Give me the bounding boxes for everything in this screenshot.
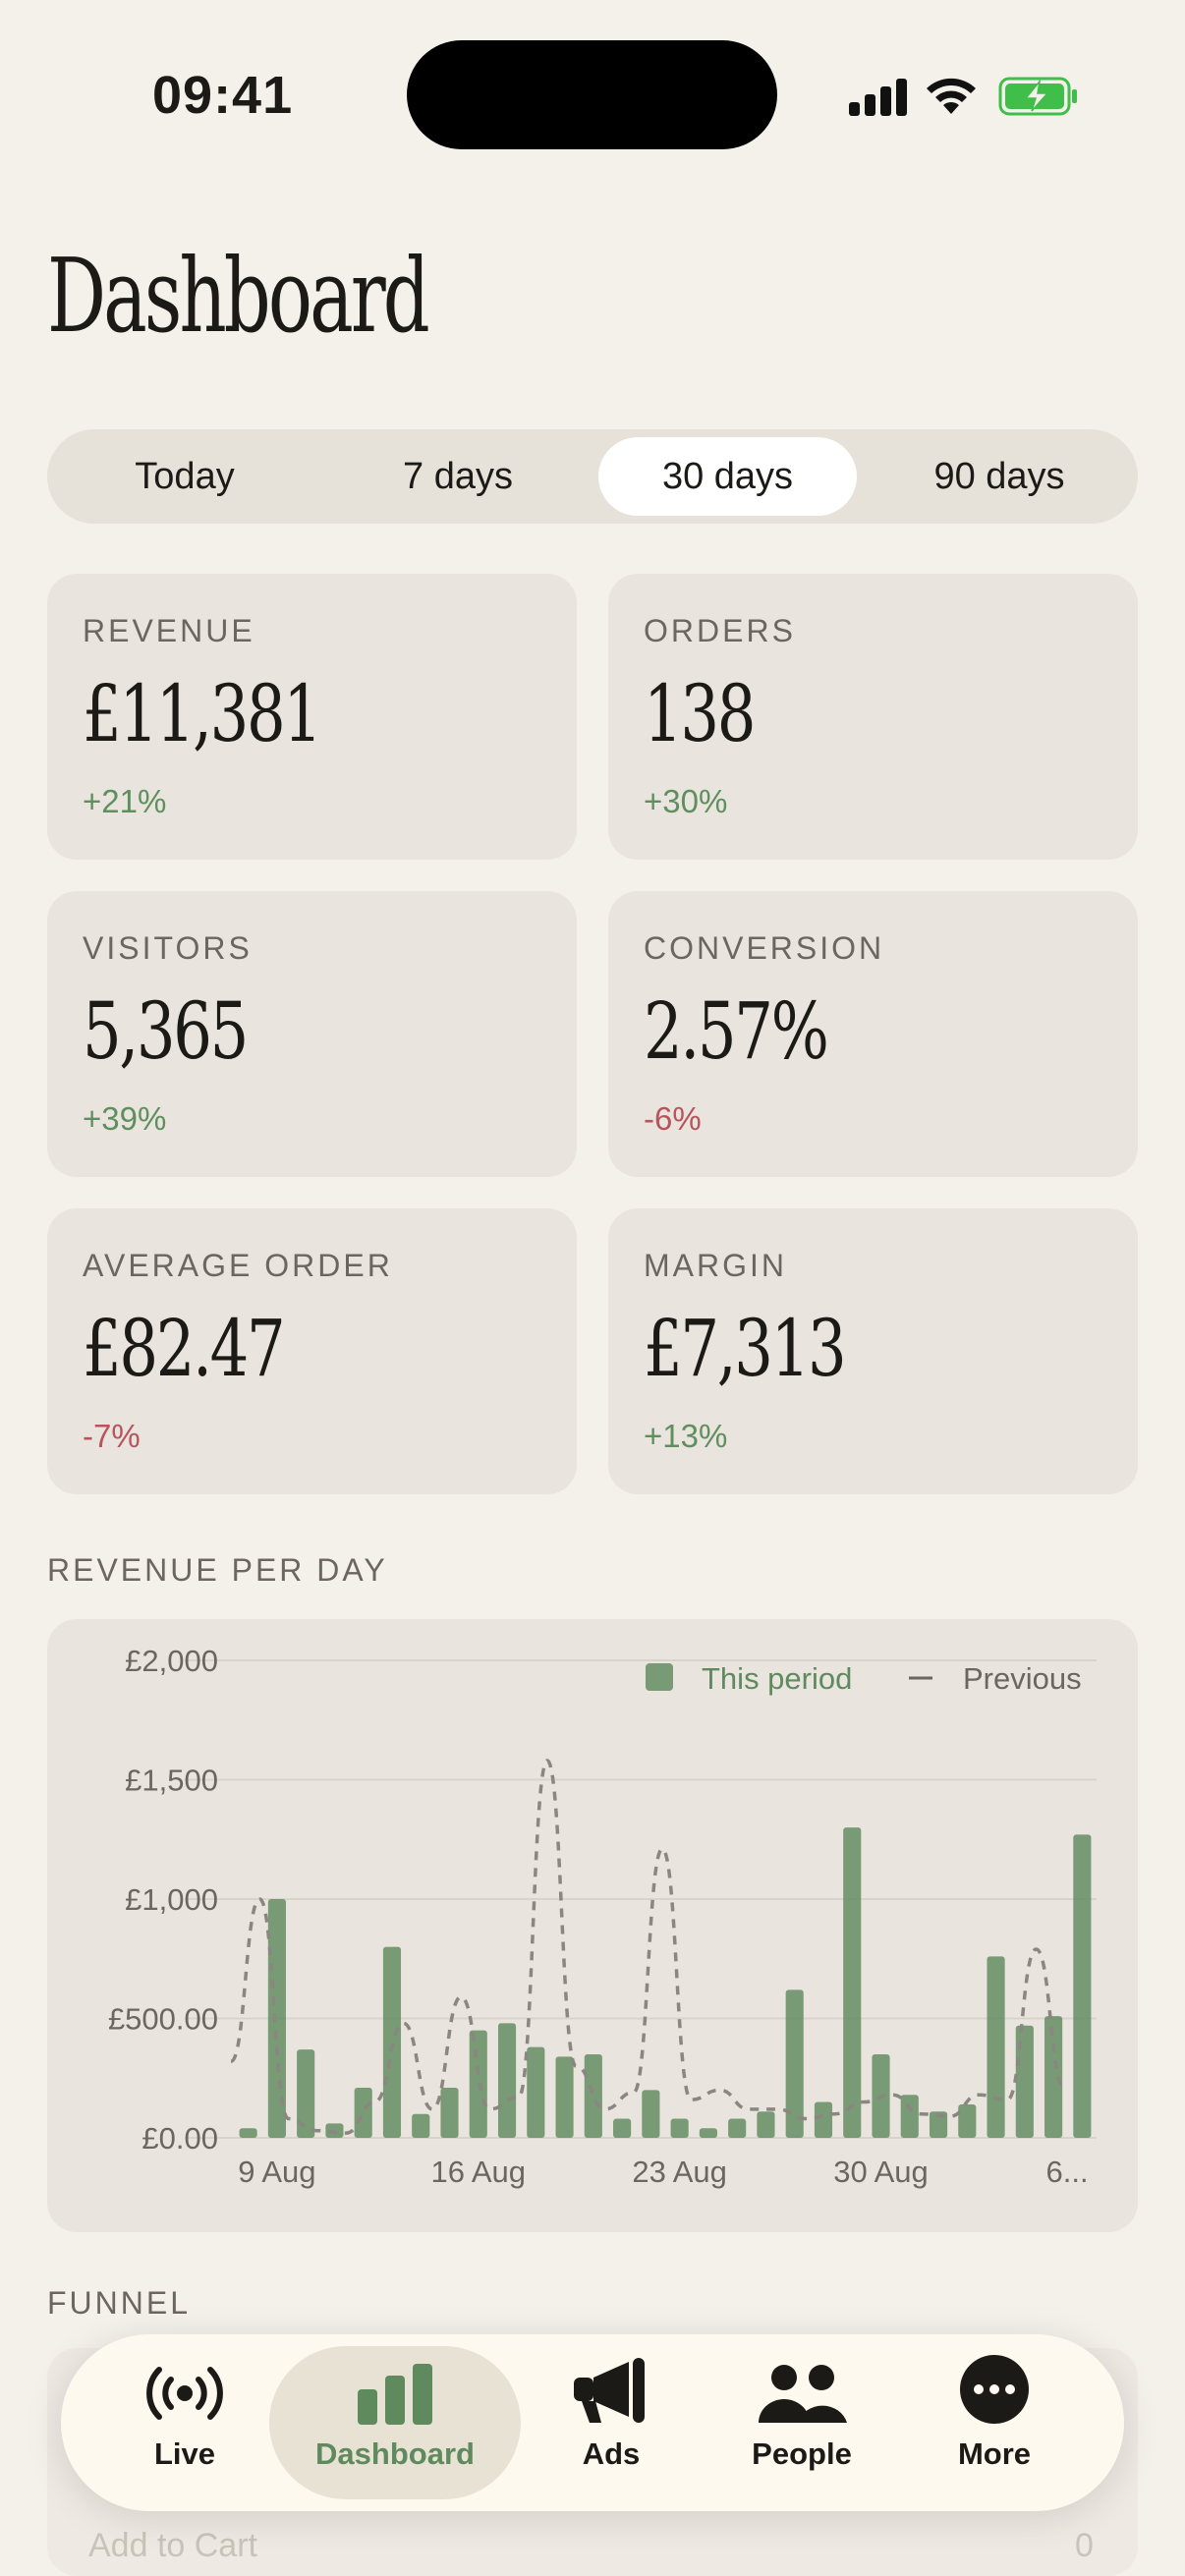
metric-value: 2.57% bbox=[644, 985, 829, 1077]
tab-people[interactable]: People bbox=[723, 2346, 880, 2499]
metric-delta: -6% bbox=[644, 1100, 702, 1137]
ellipsis-icon bbox=[960, 2355, 1029, 2424]
tab-label: Ads bbox=[582, 2436, 641, 2471]
metric-card-orders[interactable]: ORDERS 138 +30% bbox=[608, 574, 1138, 860]
status-bar: 09:41 bbox=[0, 0, 1185, 187]
metric-label: AVERAGE ORDER bbox=[83, 1248, 393, 1283]
metric-value: £82.47 bbox=[83, 1303, 286, 1394]
period-30-days[interactable]: 30 days bbox=[598, 437, 857, 516]
revenue-bar bbox=[929, 2111, 948, 2138]
cellular-signal-icon bbox=[849, 79, 908, 116]
period-7-days[interactable]: 7 days bbox=[403, 455, 513, 497]
metric-delta: +39% bbox=[83, 1100, 167, 1137]
revenue-bar bbox=[1044, 2016, 1063, 2138]
bar-chart-icon bbox=[358, 2364, 432, 2425]
metric-value: 138 bbox=[644, 668, 756, 759]
metric-label: CONVERSION bbox=[644, 930, 885, 966]
y-tick-label: £2,000 bbox=[125, 1644, 218, 1678]
metric-value: £11,381 bbox=[83, 668, 322, 759]
metric-card-average-order[interactable]: AVERAGE ORDER £82.47 -7% bbox=[47, 1208, 577, 1494]
revenue-bar bbox=[958, 2103, 977, 2138]
period-90-days[interactable]: 90 days bbox=[933, 455, 1065, 497]
metric-delta: -7% bbox=[83, 1418, 141, 1454]
tab-dashboard[interactable]: Dashboard bbox=[269, 2346, 521, 2499]
metric-label: MARGIN bbox=[644, 1248, 787, 1283]
metric-delta: +30% bbox=[644, 783, 728, 819]
revenue-bar bbox=[757, 2111, 775, 2138]
metric-card-conversion[interactable]: CONVERSION 2.57% -6% bbox=[608, 891, 1138, 1177]
x-tick-label: 30 Aug bbox=[833, 2155, 929, 2189]
previous-period-line bbox=[229, 1759, 1066, 2135]
funnel-row-value: 0 bbox=[1075, 2527, 1094, 2564]
tab-label: Live bbox=[153, 2436, 216, 2471]
metric-delta: +13% bbox=[644, 1418, 728, 1454]
tab-label: People bbox=[752, 2436, 852, 2471]
tab-bar: Live Dashboard Ads People bbox=[61, 2334, 1124, 2511]
battery-charging-icon bbox=[998, 77, 1077, 116]
y-tick-label: £1,500 bbox=[125, 1764, 218, 1798]
revenue-bar bbox=[412, 2113, 430, 2138]
period-selector: Today 7 days 30 days 90 days bbox=[47, 429, 1138, 524]
revenue-bar bbox=[900, 2095, 919, 2138]
y-tick-label: £0.00 bbox=[141, 2121, 218, 2156]
metric-label: VISITORS bbox=[83, 930, 253, 966]
metric-card-revenue[interactable]: REVENUE £11,381 +21% bbox=[47, 574, 577, 860]
funnel-row-label: Add to Cart bbox=[88, 2527, 257, 2564]
revenue-bar bbox=[1073, 1834, 1092, 2138]
y-tick-label: £500.00 bbox=[108, 2002, 218, 2037]
broadcast-icon bbox=[146, 2367, 223, 2420]
revenue-bar bbox=[239, 2128, 257, 2138]
revenue-bar bbox=[785, 1989, 804, 2138]
funnel-section-label: FUNNEL bbox=[47, 2285, 192, 2321]
revenue-bar bbox=[497, 2023, 517, 2138]
revenue-bar bbox=[613, 2118, 632, 2138]
dynamic-island bbox=[407, 40, 777, 149]
revenue-bar bbox=[843, 1827, 862, 2138]
revenue-bar bbox=[354, 2087, 372, 2138]
wifi-icon bbox=[927, 78, 976, 114]
legend-swatch-this-period bbox=[646, 1663, 673, 1691]
metric-delta: +21% bbox=[83, 783, 167, 819]
tab-ads[interactable]: Ads bbox=[542, 2346, 680, 2499]
revenue-bar bbox=[267, 1899, 286, 2138]
x-tick-label: 9 Aug bbox=[238, 2155, 315, 2189]
metric-value: 5,365 bbox=[83, 985, 249, 1077]
metric-card-margin[interactable]: MARGIN £7,313 +13% bbox=[608, 1208, 1138, 1494]
revenue-bar bbox=[297, 2049, 315, 2138]
revenue-bar bbox=[670, 2118, 689, 2138]
revenue-chart-card[interactable]: £2,000 £1,500 £1,000 £500.00 £0.00 9 Aug 16 Au… bbox=[47, 1619, 1138, 2232]
revenue-bar bbox=[1015, 2025, 1034, 2138]
revenue-bar bbox=[555, 2056, 574, 2138]
x-tick-label: 6... bbox=[1046, 2155, 1089, 2189]
people-icon bbox=[759, 2365, 847, 2423]
page-title: Dashboard bbox=[47, 236, 430, 356]
x-tick-label: 16 Aug bbox=[430, 2155, 526, 2189]
metric-card-visitors[interactable]: VISITORS 5,365 +39% bbox=[47, 891, 577, 1177]
revenue-bar bbox=[584, 2053, 602, 2138]
megaphone-icon bbox=[574, 2358, 645, 2423]
revenue-bar bbox=[527, 2046, 545, 2138]
revenue-bar bbox=[642, 2090, 660, 2138]
revenue-bar bbox=[699, 2128, 717, 2138]
status-time: 09:41 bbox=[152, 66, 294, 125]
revenue-bar bbox=[814, 2101, 833, 2138]
legend-previous: Previous bbox=[963, 1661, 1082, 1696]
metric-label: REVENUE bbox=[83, 613, 255, 648]
metric-value: £7,313 bbox=[644, 1303, 847, 1394]
revenue-bar bbox=[440, 2087, 459, 2138]
tab-live[interactable]: Live bbox=[98, 2346, 271, 2499]
revenue-chart: £2,000 £1,500 £1,000 £500.00 £0.00 9 Aug 16 Au… bbox=[108, 1644, 1097, 2189]
tab-label: More bbox=[957, 2436, 1032, 2471]
legend-this-period: This period bbox=[702, 1661, 852, 1696]
period-today[interactable]: Today bbox=[135, 455, 235, 497]
revenue-bar bbox=[987, 1956, 1005, 2138]
revenue-bar bbox=[382, 1946, 402, 2138]
x-tick-label: 23 Aug bbox=[632, 2155, 727, 2189]
tab-label: Dashboard bbox=[315, 2436, 475, 2471]
y-tick-label: £1,000 bbox=[125, 1882, 218, 1917]
tab-more[interactable]: More bbox=[926, 2346, 1063, 2499]
metric-label: ORDERS bbox=[644, 613, 796, 648]
revenue-bar bbox=[728, 2118, 747, 2138]
revenue-section-label: REVENUE PER DAY bbox=[47, 1552, 388, 1588]
